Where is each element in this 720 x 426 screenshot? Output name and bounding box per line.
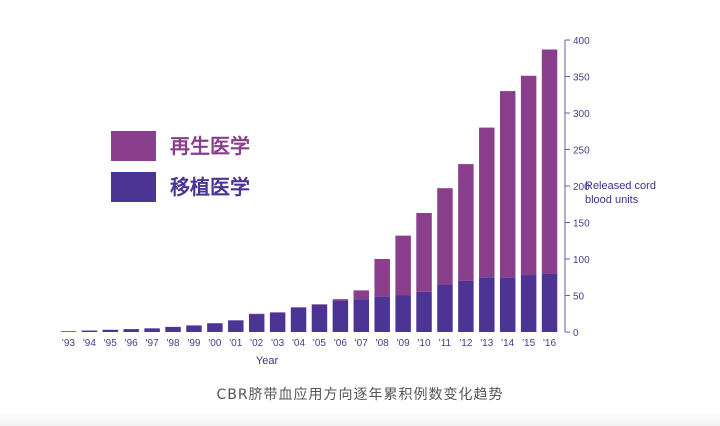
bar-regenerative-22 xyxy=(520,75,537,276)
x-tick-label-0: '93 xyxy=(62,338,75,349)
bar-transplant-11 xyxy=(290,307,307,332)
bar-transplant-16 xyxy=(395,295,411,332)
x-tick-label-13: '06 xyxy=(334,338,347,349)
bar-regenerative-13 xyxy=(332,299,349,301)
bar-transplant-4 xyxy=(144,328,160,332)
bar-regenerative-10 xyxy=(269,312,286,314)
bar-transplant-2 xyxy=(102,329,119,332)
bar-transplant-7 xyxy=(207,323,223,332)
bar-transplant-13 xyxy=(332,300,349,332)
bar-transplant-21 xyxy=(499,277,516,332)
x-tick-label-4: '97 xyxy=(146,338,159,349)
x-tick-labels: '93 '94 '95 '96 '97 '98 '99 '00 '01 '02 '03 '04 '05 '… xyxy=(62,338,557,349)
bar-transplant-19 xyxy=(458,280,474,332)
y-tick-label-3: 150 xyxy=(573,219,590,230)
bars-layer xyxy=(60,49,558,332)
x-tick-label-8: '01 xyxy=(229,338,242,349)
y-axis: 0 50 100 150 200 250 300 350 400 xyxy=(564,36,590,339)
y-tick-label-7: 350 xyxy=(573,73,590,84)
bar-regenerative-16 xyxy=(395,235,411,296)
bottom-band xyxy=(0,412,720,426)
x-tick-label-21: '14 xyxy=(501,338,514,349)
x-tick-label-7: '00 xyxy=(208,338,221,349)
bar-transplant-8 xyxy=(228,320,244,332)
x-tick-label-23: '16 xyxy=(543,338,556,349)
x-tick-label-5: '98 xyxy=(167,338,180,349)
bar-regenerative-11 xyxy=(290,307,307,308)
bar-transplant-0 xyxy=(60,331,77,332)
legend-label-regenerative: 再生医学 xyxy=(170,134,250,158)
y-tick-label-6: 300 xyxy=(573,109,590,120)
x-tick-label-9: '02 xyxy=(250,338,263,349)
y-axis-title-line-2: blood units xyxy=(585,194,639,206)
x-tick-label-6: '99 xyxy=(187,338,200,349)
x-tick-label-20: '13 xyxy=(480,338,493,349)
figure-caption: CBR脐带血应用方向逐年累积例数变化趋势 xyxy=(216,387,504,403)
bar-regenerative-15 xyxy=(374,259,390,297)
x-tick-label-1: '94 xyxy=(83,338,96,349)
legend-label-transplant: 移植医学 xyxy=(170,175,250,199)
legend-swatch-transplant xyxy=(111,172,156,202)
bar-transplant-3 xyxy=(123,329,139,332)
bar-regenerative-23 xyxy=(541,49,558,274)
y-tick-label-4: 200 xyxy=(573,182,590,193)
bar-regenerative-20 xyxy=(479,127,495,278)
x-tick-label-16: '09 xyxy=(397,338,410,349)
x-tick-label-19: '12 xyxy=(459,338,472,349)
x-axis-title: Year xyxy=(256,355,279,367)
y-axis-title-line-1: Released cord xyxy=(585,180,656,192)
bar-transplant-22 xyxy=(520,275,537,332)
x-tick-label-22: '15 xyxy=(522,338,535,349)
bar-regenerative-19 xyxy=(458,164,474,281)
bar-regenerative-17 xyxy=(416,213,432,292)
x-tick-label-15: '08 xyxy=(376,338,389,349)
bar-regenerative-21 xyxy=(499,91,516,278)
y-tick-label-8: 400 xyxy=(573,36,590,47)
bar-regenerative-18 xyxy=(437,188,453,285)
bar-transplant-12 xyxy=(311,304,328,332)
bar-transplant-20 xyxy=(479,277,495,332)
y-tick-label-0: 0 xyxy=(573,328,579,339)
y-tick-label-1: 50 xyxy=(573,292,585,303)
bar-regenerative-14 xyxy=(353,290,370,300)
y-tick-label-2: 100 xyxy=(573,255,590,266)
bar-transplant-5 xyxy=(165,326,181,332)
bar-regenerative-9 xyxy=(248,313,265,315)
bar-transplant-18 xyxy=(437,284,453,332)
x-tick-label-3: '96 xyxy=(125,338,138,349)
bar-transplant-17 xyxy=(416,291,432,332)
legend-swatch-regenerative xyxy=(111,131,156,161)
bar-transplant-23 xyxy=(541,273,558,332)
x-tick-label-10: '03 xyxy=(271,338,284,349)
bar-regenerative-12 xyxy=(311,304,328,305)
bar-transplant-15 xyxy=(374,296,390,332)
x-tick-label-17: '10 xyxy=(418,338,431,349)
bar-transplant-6 xyxy=(186,325,202,332)
bar-transplant-14 xyxy=(353,299,370,332)
x-tick-label-12: '05 xyxy=(313,338,326,349)
stacked-bar-chart: '93 '94 '95 '96 '97 '98 '99 '00 '01 '02 '03 '04 '05 '… xyxy=(60,36,656,367)
legend: 再生医学 移植医学 xyxy=(111,131,250,202)
bar-transplant-1 xyxy=(81,330,98,332)
y-tick-label-5: 250 xyxy=(573,146,590,157)
x-tick-label-11: '04 xyxy=(292,338,305,349)
x-tick-label-18: '11 xyxy=(439,338,452,349)
x-tick-label-2: '95 xyxy=(104,338,117,349)
bar-transplant-9 xyxy=(248,314,265,332)
x-tick-label-14: '07 xyxy=(355,338,368,349)
bar-transplant-10 xyxy=(269,313,286,332)
